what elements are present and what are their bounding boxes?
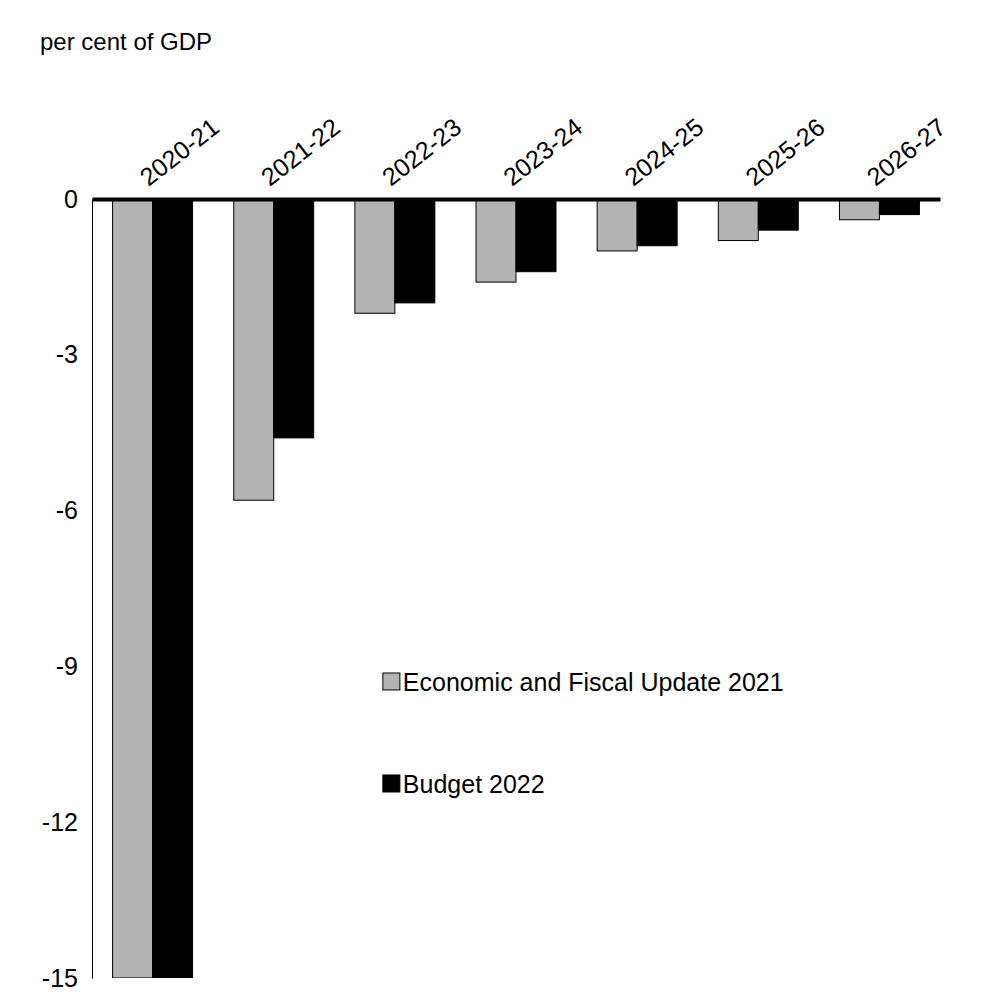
bar bbox=[274, 199, 314, 438]
bar bbox=[839, 199, 879, 220]
legend: Economic and Fiscal Update 2021 Budget 20… bbox=[383, 668, 784, 798]
chart: -15 -12 -9 -6 -3 0 2020-21 2021-22 2022-23 2023-2… bbox=[0, 0, 1001, 1004]
legend-swatch bbox=[383, 775, 400, 792]
bar bbox=[476, 199, 516, 282]
x-tick-label: 2025-26 bbox=[740, 112, 830, 191]
bar bbox=[153, 199, 193, 978]
x-tick-label: 2026-27 bbox=[861, 112, 951, 191]
bar bbox=[637, 199, 677, 246]
bar bbox=[395, 199, 435, 303]
bar bbox=[355, 199, 395, 313]
x-tick: 2025-26 bbox=[740, 112, 830, 199]
legend-item: Economic and Fiscal Update 2021 bbox=[383, 668, 784, 696]
x-tick: 2022-23 bbox=[377, 112, 467, 199]
bar bbox=[113, 199, 153, 978]
legend-label: Budget 2022 bbox=[403, 770, 545, 798]
y-axis-line bbox=[92, 200, 93, 979]
plot: -15 -12 -9 -6 -3 0 2020-21 2021-22 2022-23 2023-2… bbox=[42, 112, 951, 991]
x-tick-label: 2024-25 bbox=[619, 112, 709, 191]
x-tick-label: 2020-21 bbox=[134, 112, 224, 191]
legend-swatch bbox=[383, 673, 400, 690]
legend-item: Budget 2022 bbox=[383, 770, 545, 798]
y-tick: 0 bbox=[64, 185, 92, 213]
zero-line bbox=[93, 198, 941, 202]
bar bbox=[758, 199, 798, 230]
x-tick: 2020-21 bbox=[134, 112, 224, 199]
y-tick-label: -6 bbox=[56, 496, 78, 524]
y-tick-label: -12 bbox=[42, 808, 78, 836]
y-tick-label: 0 bbox=[64, 185, 78, 213]
bars bbox=[113, 199, 920, 978]
x-tick-label: 2023-24 bbox=[498, 112, 588, 191]
bar bbox=[234, 199, 274, 500]
bar bbox=[718, 199, 758, 241]
y-tick: -6 bbox=[56, 496, 92, 524]
y-tick: -12 bbox=[42, 808, 92, 836]
y-axis-title: per cent of GDP bbox=[40, 28, 212, 55]
bar bbox=[516, 199, 556, 272]
x-tick: 2021-22 bbox=[256, 112, 346, 199]
bar bbox=[597, 199, 637, 251]
y-tick: -9 bbox=[56, 652, 92, 680]
y-tick: -15 bbox=[42, 964, 92, 992]
x-tick: 2026-27 bbox=[861, 112, 951, 199]
x-axis: 2020-21 2021-22 2022-23 2023-24 2024-25 2025-… bbox=[93, 112, 951, 199]
x-tick: 2024-25 bbox=[619, 112, 709, 199]
y-tick: -3 bbox=[56, 340, 92, 368]
y-tick-label: -3 bbox=[56, 340, 78, 368]
y-axis: -15 -12 -9 -6 -3 0 bbox=[42, 185, 93, 992]
x-tick-label: 2021-22 bbox=[256, 112, 346, 191]
y-tick-label: -9 bbox=[56, 652, 78, 680]
x-tick: 2023-24 bbox=[498, 112, 588, 199]
legend-label: Economic and Fiscal Update 2021 bbox=[403, 668, 784, 696]
y-tick-label: -15 bbox=[42, 964, 78, 992]
x-tick-label: 2022-23 bbox=[377, 112, 467, 191]
